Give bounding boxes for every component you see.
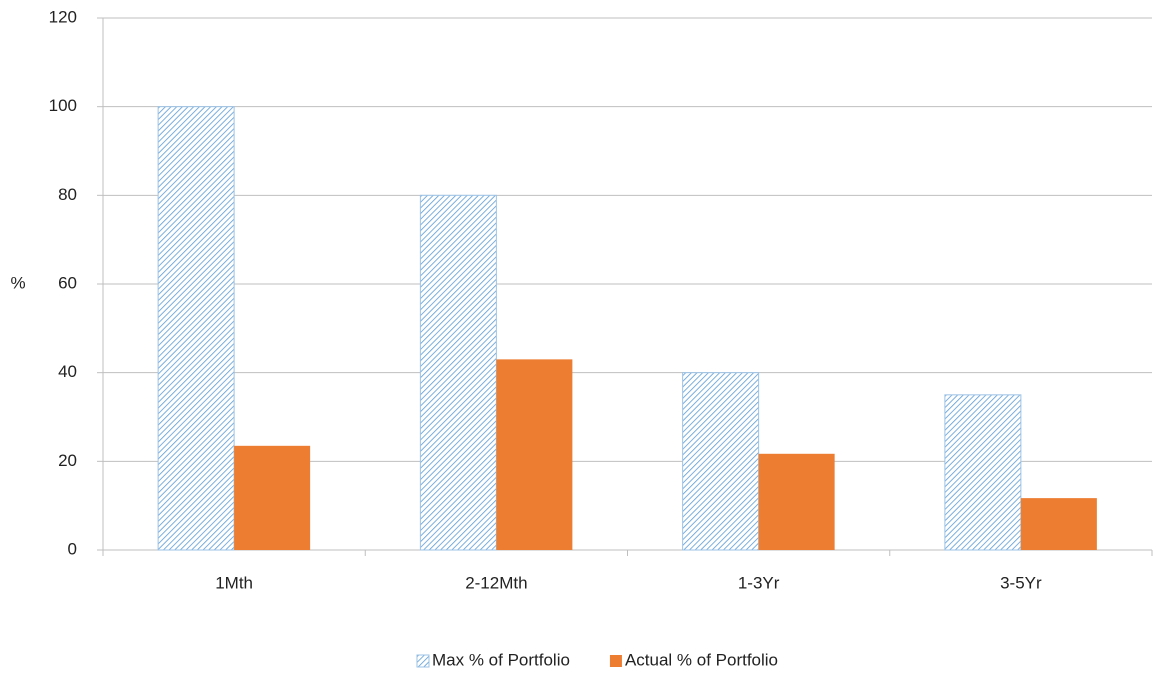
x-tick-label: 1-3Yr (738, 573, 780, 592)
legend-label: Max % of Portfolio (432, 650, 570, 669)
y-tick-label: 80 (58, 185, 77, 204)
bar (234, 445, 311, 550)
y-tick-label: 40 (58, 362, 77, 381)
y-axis-label: % (10, 273, 25, 292)
x-tick-label: 2-12Mth (465, 573, 527, 592)
legend-swatch (416, 654, 430, 668)
x-tick-label: 3-5Yr (1000, 573, 1042, 592)
legend: Max % of Portfolio Actual % of Portfolio (416, 650, 778, 669)
bar (157, 106, 235, 551)
x-tick-label: 1Mth (215, 573, 253, 592)
y-tick-label: 0 (68, 539, 77, 558)
y-tick-label: 120 (49, 7, 77, 26)
legend-swatch (609, 655, 622, 667)
bar (758, 453, 835, 550)
bar (682, 372, 760, 551)
y-tick-label: 60 (58, 273, 77, 292)
bar (419, 194, 497, 551)
bar (944, 394, 1022, 551)
y-tick-label: 100 (49, 96, 77, 115)
bar (496, 359, 573, 550)
y-tick-label: 20 (58, 451, 77, 470)
bar (1020, 498, 1097, 550)
legend-label: Actual % of Portfolio (625, 650, 778, 669)
